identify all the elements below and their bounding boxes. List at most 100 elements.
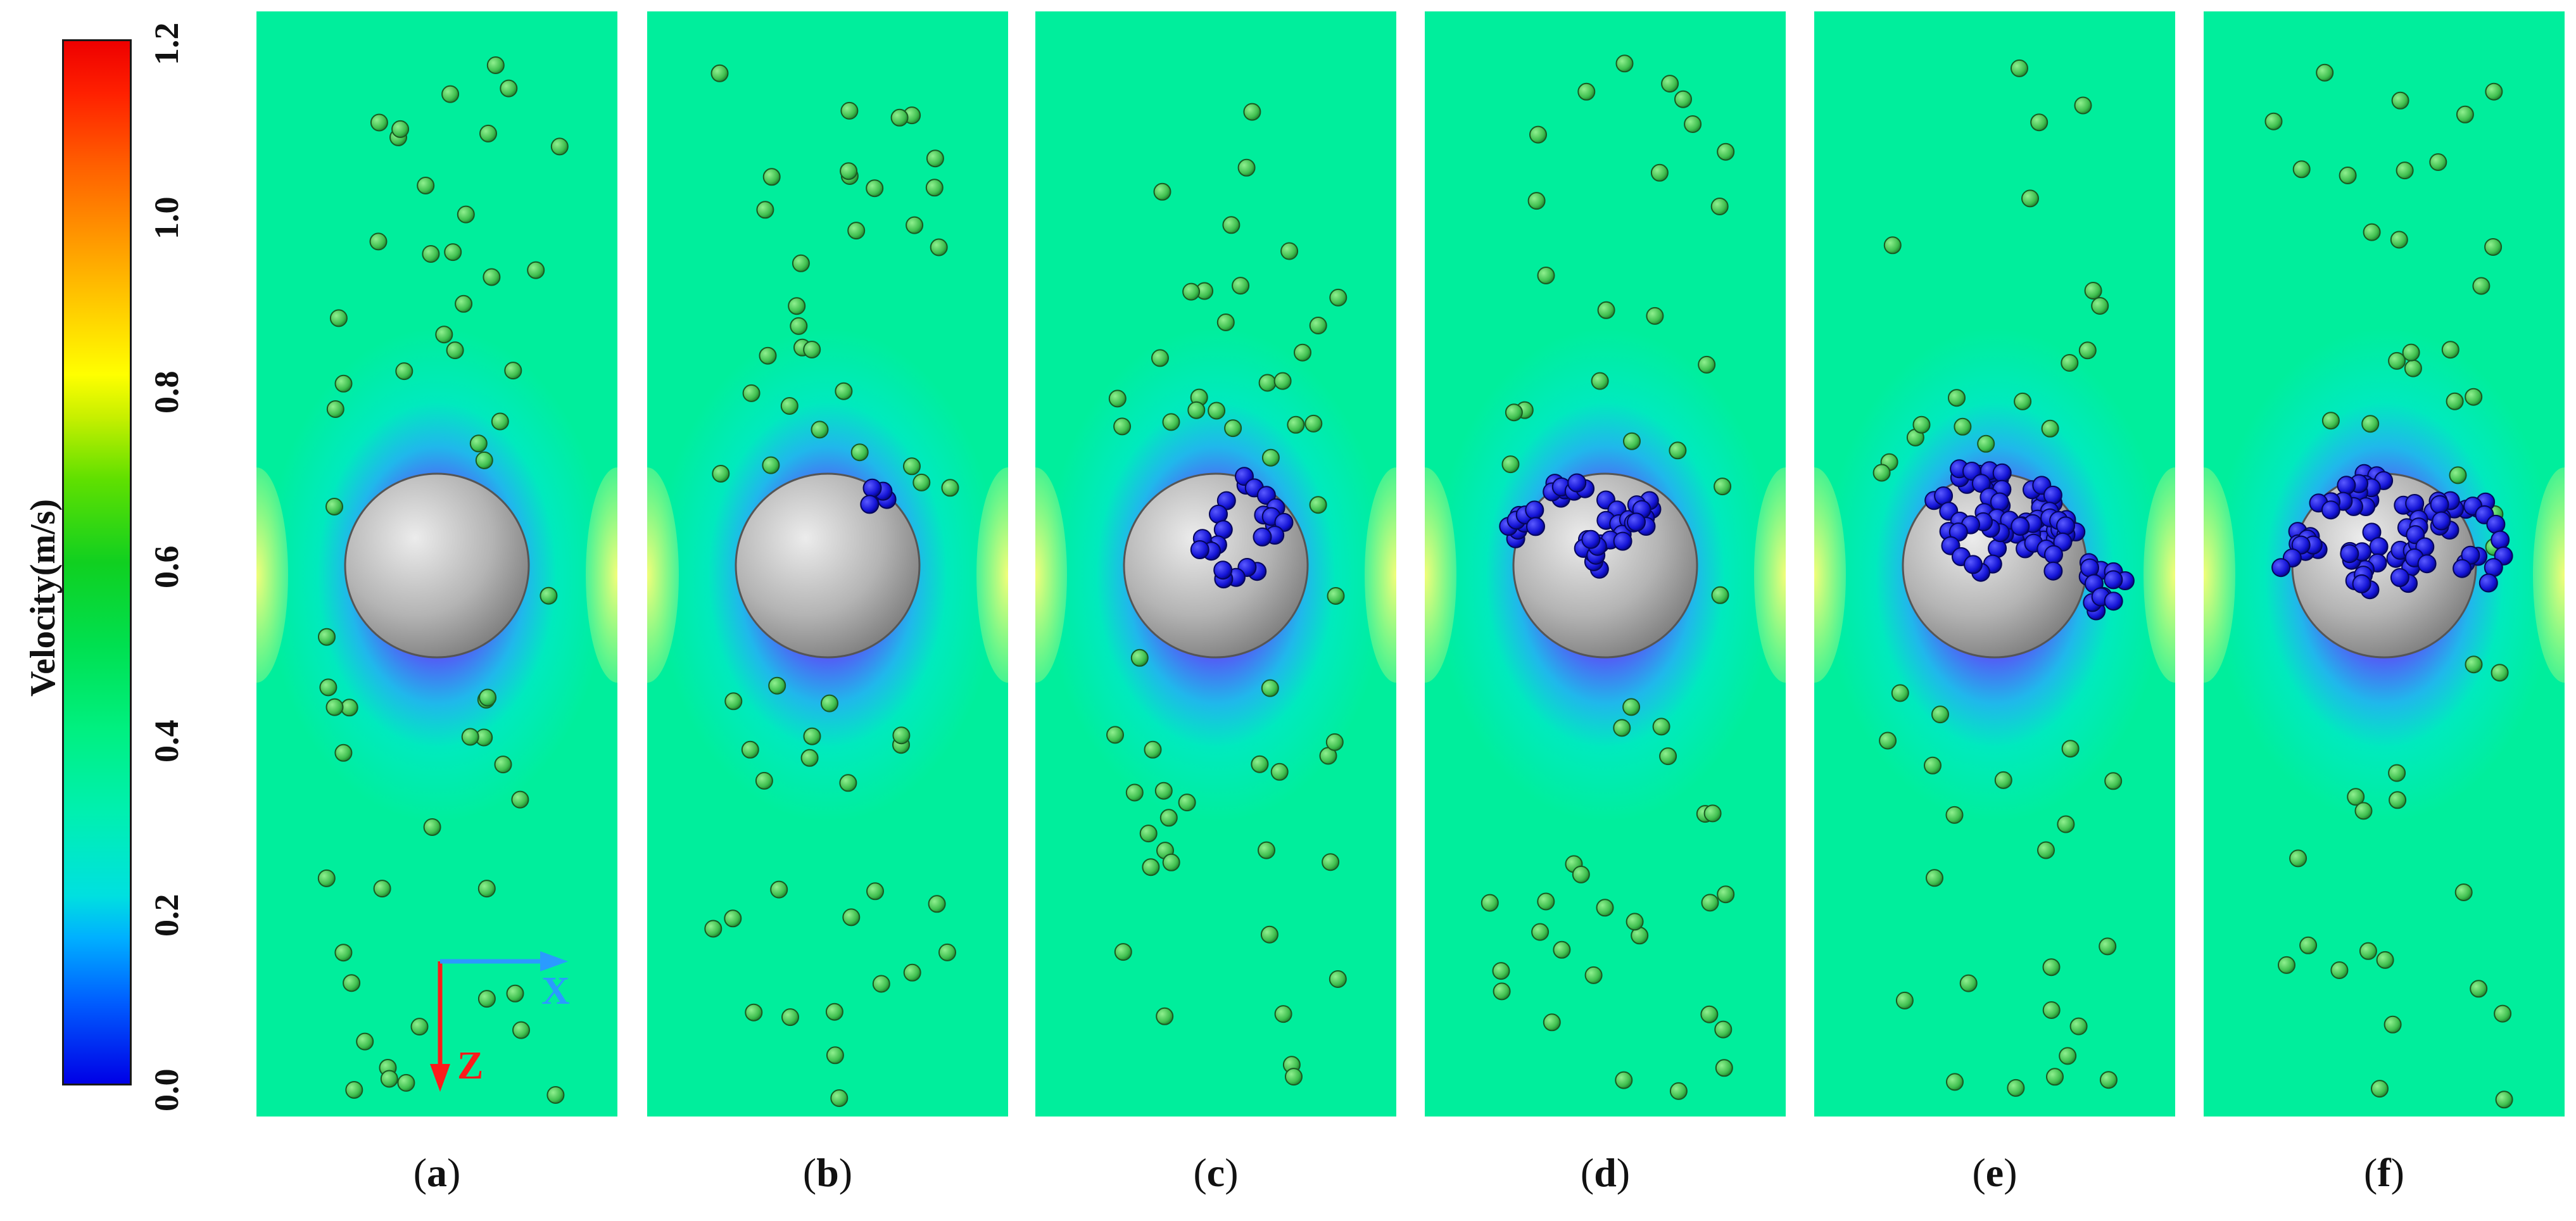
suspended-particle (1273, 372, 1292, 390)
panel-b (647, 11, 1008, 1117)
deposited-particle (2043, 561, 2063, 581)
panel-label-d: (d) (1542, 1149, 1669, 1196)
suspended-particle (2099, 937, 2117, 956)
suspended-particle (745, 1003, 763, 1022)
deposited-particle (2056, 516, 2075, 536)
suspended-particle (1714, 1020, 1733, 1039)
suspended-particle (1615, 54, 1634, 73)
suspended-particle (2021, 189, 2039, 208)
deposited-particle (1567, 473, 1587, 493)
suspended-particle (2037, 841, 2055, 859)
suspended-particle (1481, 894, 1499, 912)
suspended-particle (1710, 198, 1729, 215)
suspended-particle (762, 456, 780, 474)
colorbar-tick: 0.2 (148, 894, 186, 937)
suspended-particle (1232, 277, 1250, 295)
suspended-particle (768, 676, 786, 695)
suspended-particle (1597, 301, 1615, 319)
suspended-particle (340, 699, 358, 717)
suspended-particle (1613, 719, 1631, 737)
suspended-particle (1274, 1005, 1292, 1023)
deposited-particle (860, 495, 880, 514)
suspended-particle (2376, 951, 2394, 969)
suspended-particle (2441, 341, 2459, 359)
suspended-particle (1912, 415, 1931, 434)
panel-letter: a (427, 1150, 447, 1195)
suspended-particle (1216, 313, 1235, 331)
suspended-particle (1954, 417, 1972, 436)
deposited-particle (2291, 535, 2311, 555)
deposited-particle (2321, 500, 2340, 520)
colorbar-tick: 0.8 (148, 370, 186, 414)
suspended-particle (2470, 980, 2488, 998)
suspended-particle (2472, 277, 2491, 295)
colorbar-label: Velocity(m/s) (23, 498, 63, 697)
suspended-particle (2069, 1017, 2088, 1035)
suspended-particle (1208, 402, 1226, 420)
suspended-particle (2042, 958, 2061, 977)
suspended-particle (1714, 478, 1732, 496)
collector-sphere (344, 472, 530, 659)
suspended-particle (1572, 865, 1590, 883)
suspended-particle (373, 880, 391, 898)
suspended-particle (2396, 161, 2414, 180)
suspended-particle (1237, 158, 1256, 177)
suspended-particle (1258, 841, 1275, 859)
paren: ) (447, 1150, 461, 1195)
suspended-particle (2389, 791, 2407, 809)
suspended-particle (1222, 216, 1241, 234)
suspended-particle (710, 64, 729, 82)
suspended-particle (1924, 756, 1941, 775)
suspended-particle (391, 120, 410, 138)
suspended-particle (742, 384, 761, 402)
suspended-particle (345, 1081, 363, 1099)
suspended-particle (938, 943, 956, 961)
suspended-particle (1684, 115, 1702, 133)
suspended-particle (527, 261, 545, 279)
suspended-particle (2359, 942, 2377, 960)
suspended-particle (457, 205, 475, 224)
suspended-particle (1946, 1073, 1964, 1091)
suspended-particle (803, 727, 821, 745)
deposited-particle (1581, 529, 1601, 549)
suspended-particle (1285, 1068, 1303, 1086)
suspended-particle (325, 698, 344, 716)
suspended-particle (1945, 806, 1964, 824)
suspended-particle (446, 341, 464, 360)
suspended-particle (2061, 740, 2080, 758)
suspended-particle (2007, 1079, 2025, 1097)
panel-label-e: (e) (1931, 1149, 2058, 1196)
suspended-particle (334, 944, 353, 962)
suspended-particle (2059, 1047, 2077, 1065)
paren: ( (413, 1150, 427, 1195)
suspended-particle (1178, 794, 1196, 812)
suspended-particle (1329, 288, 1348, 307)
paren: ) (1616, 1150, 1631, 1195)
suspended-particle (2347, 788, 2365, 806)
suspended-particle (2485, 82, 2503, 101)
suspended-particle (2299, 936, 2318, 954)
suspended-particle (741, 740, 759, 759)
paren: ) (1225, 1150, 1239, 1195)
suspended-particle (2104, 772, 2123, 790)
suspended-particle (461, 728, 479, 746)
suspended-particle (1162, 853, 1180, 871)
suspended-particle (317, 869, 336, 887)
paren: ( (1972, 1150, 1986, 1195)
suspended-particle (2278, 956, 2295, 974)
suspended-particle (2289, 849, 2308, 868)
suspended-particle (397, 1073, 415, 1092)
deposited-particle (2486, 514, 2506, 534)
suspended-particle (1591, 372, 1609, 390)
suspended-particle (1652, 718, 1670, 736)
suspended-particle (334, 374, 353, 393)
suspended-particle (1130, 648, 1149, 667)
suspended-particle (1926, 869, 1943, 887)
suspended-particle (2454, 883, 2473, 901)
suspended-particle (925, 179, 944, 197)
suspended-particle (2046, 1068, 2064, 1086)
paren: ( (2364, 1150, 2378, 1195)
suspended-particle (762, 168, 781, 186)
suspended-particle (1159, 809, 1178, 827)
suspended-particle (2330, 961, 2349, 979)
